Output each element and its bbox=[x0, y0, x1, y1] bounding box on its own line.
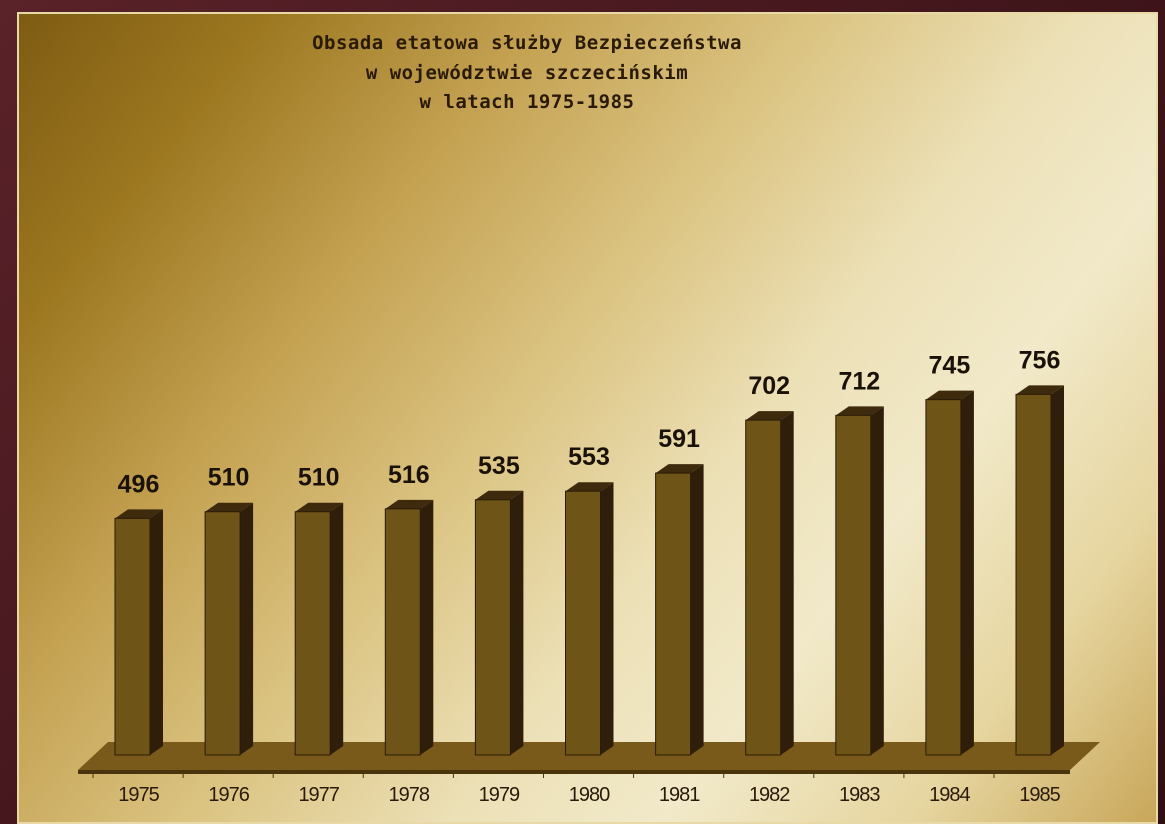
chart-title-line-2: w województwie szczecińskim bbox=[366, 62, 688, 84]
bar-side bbox=[870, 406, 884, 755]
bar-side bbox=[780, 411, 794, 755]
value-label: 553 bbox=[568, 443, 610, 471]
bar bbox=[204, 502, 254, 756]
value-label: 510 bbox=[208, 464, 250, 492]
bar-front bbox=[384, 508, 421, 756]
bar-front bbox=[745, 419, 782, 756]
x-tick-label: 1980 bbox=[569, 784, 610, 806]
bars bbox=[114, 385, 1064, 756]
value-label: 510 bbox=[298, 464, 340, 492]
bar bbox=[655, 464, 704, 756]
x-axis: 1975 1976 1977 1978 1979 1980 1981 1982 1983 1984… bbox=[92, 771, 1062, 806]
value-label: 745 bbox=[929, 352, 971, 380]
value-label: 591 bbox=[658, 425, 700, 453]
bar bbox=[745, 411, 794, 756]
floor-edge bbox=[78, 770, 1070, 774]
chart-title: Obsada etatowa służby Bezpieczeństwa w w… bbox=[312, 32, 742, 113]
bar-side bbox=[240, 502, 254, 755]
bar-side bbox=[330, 502, 344, 755]
chart-title-line-1: Obsada etatowa służby Bezpieczeństwa bbox=[312, 32, 742, 54]
bar-side bbox=[690, 464, 704, 755]
x-tick-label: 1976 bbox=[208, 784, 249, 806]
bar-side bbox=[600, 482, 614, 755]
value-label: 535 bbox=[478, 452, 520, 480]
x-tick-label: 1975 bbox=[118, 784, 159, 806]
bar-front bbox=[474, 499, 511, 756]
bar bbox=[294, 502, 344, 756]
x-tick-label: 1981 bbox=[659, 784, 700, 806]
bar-front bbox=[204, 511, 241, 756]
bar-top bbox=[565, 482, 614, 492]
bar bbox=[1015, 385, 1064, 756]
bar-top bbox=[925, 390, 974, 400]
bar-front bbox=[114, 517, 151, 756]
x-tick-label: 1985 bbox=[1019, 784, 1060, 806]
bar-front bbox=[925, 399, 962, 756]
bar-top bbox=[835, 406, 884, 416]
bar bbox=[835, 406, 884, 756]
bar-top bbox=[745, 411, 794, 421]
bar-side bbox=[960, 390, 974, 755]
value-labels: 496 510 510 516 535 553 591 702 712 745 756 bbox=[118, 346, 1061, 498]
bar-side bbox=[420, 499, 434, 755]
value-label: 516 bbox=[388, 461, 430, 489]
value-label: 712 bbox=[838, 367, 880, 395]
x-tick-label: 1977 bbox=[298, 784, 339, 806]
bar bbox=[925, 390, 974, 756]
bar-top bbox=[205, 502, 254, 512]
chart-title-line-3: w latach 1975-1985 bbox=[420, 91, 635, 113]
bar bbox=[114, 509, 163, 756]
x-tick-label: 1983 bbox=[839, 784, 880, 806]
bar-front bbox=[565, 490, 601, 756]
bar-side bbox=[510, 490, 524, 755]
value-label: 496 bbox=[118, 470, 160, 498]
bar-side bbox=[1051, 385, 1064, 755]
bar-top bbox=[295, 502, 344, 512]
bar-side bbox=[150, 509, 163, 755]
value-label: 702 bbox=[748, 372, 790, 400]
value-label: 756 bbox=[1019, 346, 1061, 374]
bar-top bbox=[475, 490, 524, 500]
bar-front bbox=[294, 511, 331, 756]
bar-top bbox=[1016, 385, 1064, 395]
bar-top bbox=[385, 499, 434, 509]
bar-front bbox=[1015, 393, 1052, 756]
bar-front bbox=[835, 414, 872, 756]
bar-top bbox=[115, 509, 163, 519]
x-tick-label: 1978 bbox=[389, 784, 430, 806]
bar bbox=[474, 490, 524, 756]
bar-top bbox=[655, 464, 704, 474]
bar bbox=[384, 499, 434, 756]
x-tick-label: 1979 bbox=[479, 784, 520, 806]
bar-front bbox=[655, 472, 692, 756]
bar bbox=[565, 482, 614, 756]
x-tick-label: 1984 bbox=[929, 784, 970, 806]
x-tick-label: 1982 bbox=[749, 784, 790, 806]
